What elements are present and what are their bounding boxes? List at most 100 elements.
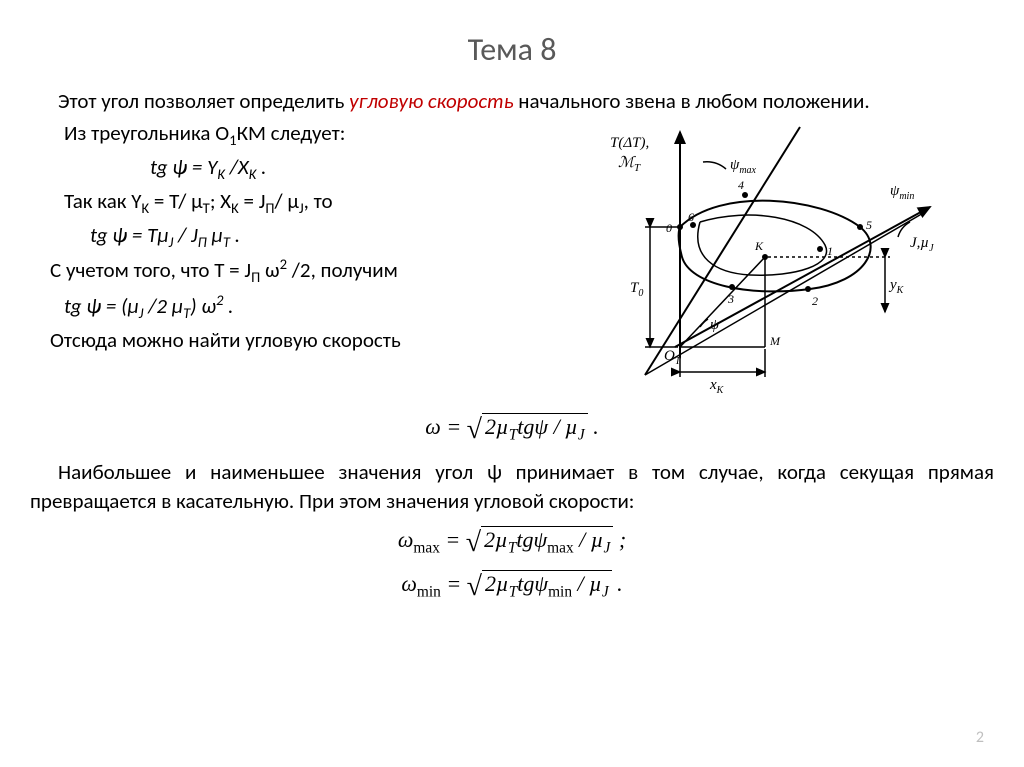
origin-ot: O — [664, 348, 675, 364]
point-1: 1 — [827, 244, 833, 258]
subscript: min — [417, 583, 441, 600]
formula-omega: ω = √2µTtgψ / µJ . — [30, 414, 994, 446]
point-0: 0 — [666, 221, 672, 235]
subscript: T — [509, 427, 518, 444]
text-fragment: / J — [173, 222, 197, 248]
subscript: max — [739, 165, 756, 176]
point-2: 2 — [812, 294, 818, 308]
text-fragment: tg ψ = Tµ — [90, 222, 169, 248]
subscript: T — [634, 162, 641, 174]
text-fragment: Так как Y — [64, 188, 142, 214]
subscript: П — [265, 200, 274, 218]
text-fragment: / µ — [574, 527, 604, 552]
intro-paragraph: Этот угол позволяет определить угловую с… — [30, 87, 994, 115]
text-fragment: / µ — [275, 188, 299, 214]
text-fragment: С учетом того, что T = J — [50, 257, 251, 283]
triangle-statement: Из треугольника О1КМ следует: — [30, 119, 580, 151]
subscript: 0 — [638, 288, 643, 299]
subscript: J — [602, 583, 609, 600]
text-fragment: . — [223, 293, 233, 319]
subscript: П — [198, 234, 207, 252]
equation-tg-psi: tg ψ = YK /XK . — [30, 153, 580, 185]
subscript: min — [548, 583, 572, 600]
yk-label: y — [888, 277, 897, 293]
page-number: 2 — [976, 728, 984, 747]
subscript: K — [896, 285, 905, 296]
subscript: K — [716, 385, 725, 396]
angular-velocity-term: угловую скорость — [349, 88, 513, 114]
text-fragment: начального звена в любом положении. — [514, 88, 870, 114]
text-fragment: tgψ / µ — [517, 414, 578, 439]
text-fragment: tgψ — [517, 571, 548, 596]
text-fragment: , то — [304, 188, 333, 214]
text-fragment: = — [441, 571, 467, 596]
y-axis-label: T(ΔT), — [610, 135, 649, 151]
text-fragment: ; — [613, 527, 626, 552]
svg-text:ψmax: ψmax — [730, 157, 757, 176]
text-fragment: 2µ — [485, 414, 509, 439]
subscript: K — [142, 200, 150, 218]
point-6: 6 — [688, 210, 694, 224]
svg-text:xK: xK — [709, 377, 725, 396]
page-title: Тема 8 — [30, 30, 994, 69]
considering-statement: С учетом того, что T = JП ω2 /2, получим — [30, 255, 580, 288]
mu-j: ,µ — [917, 235, 929, 251]
sqrt-icon: √ — [467, 571, 482, 603]
subscript: J — [603, 539, 610, 556]
subscript: K — [217, 166, 225, 184]
hence-statement: Отсюда можно найти угловую скорость — [30, 326, 580, 354]
equation-tg-psi-3: tg ψ = (µJ /2 µT) ω2 . — [30, 291, 580, 324]
subscript: 1 — [229, 132, 236, 150]
text-fragment: ω — [401, 571, 417, 596]
subscript: T — [223, 234, 230, 252]
text-fragment: Из треугольника О — [64, 120, 229, 146]
since-statement: Так как YK = T/ µT; XK = JП/ µJ, то — [30, 187, 580, 219]
text-fragment: 2µ — [484, 527, 508, 552]
text-fragment: . — [230, 222, 240, 248]
text-fragment: ω — [260, 257, 279, 283]
svg-text:yK: yK — [888, 277, 905, 296]
max-min-paragraph: Наибольшее и наименьшее значения угол ψ … — [30, 458, 994, 515]
point-k: K — [754, 239, 764, 253]
subscript: K — [231, 200, 239, 218]
text-fragment: Этот угол позволяет определить — [58, 88, 349, 114]
text-fragment: / µ — [572, 571, 602, 596]
text-fragment: 2µ — [485, 571, 509, 596]
text-fragment: . — [612, 571, 623, 596]
svg-text:J,µJ: J,µJ — [910, 235, 934, 254]
subscript: min — [899, 191, 914, 202]
sqrt-icon: √ — [467, 414, 482, 446]
text-fragment: = J — [239, 188, 266, 214]
text-fragment: ω — [398, 527, 414, 552]
subscript: T — [675, 356, 682, 367]
subscript: J — [578, 427, 585, 444]
point-m: M — [769, 334, 781, 348]
text-fragment: tg ψ = (µ — [64, 293, 139, 319]
subscript: T — [203, 200, 210, 218]
subscript: T — [509, 583, 518, 600]
text-fragment: = T/ µ — [149, 188, 203, 214]
text-fragment: ω = — [425, 414, 466, 439]
superscript: 2 — [280, 255, 287, 273]
svg-text:ℳT: ℳT — [618, 155, 641, 174]
text-fragment: µ — [207, 222, 223, 248]
wittenbauer-diagram: T(ΔT), ℳT ψmax ψmin 0 1 2 3 4 5 6 K M OT… — [590, 117, 950, 402]
sqrt-icon: √ — [466, 527, 481, 559]
text-fragment: ) ω — [190, 293, 216, 319]
formula-omega-max: ωmax = √2µTtgψmax / µJ ; — [30, 527, 994, 559]
point-5: 5 — [866, 218, 872, 232]
formula-omega-min: ωmin = √2µTtgψmin / µJ . — [30, 571, 994, 603]
text-fragment: . — [588, 414, 599, 439]
equation-tg-psi-2: tg ψ = TµJ / JП µT . — [30, 221, 580, 253]
svg-text:ψmin: ψmin — [890, 183, 914, 202]
svg-text:T0: T0 — [630, 280, 643, 299]
text-fragment: /X — [225, 154, 249, 180]
psi-angle: ψ — [710, 317, 720, 333]
point-3: 3 — [727, 292, 734, 306]
text-fragment: ; X — [210, 188, 231, 214]
subscript: max — [547, 539, 574, 556]
subscript: П — [251, 269, 260, 287]
subscript: max — [413, 539, 440, 556]
text-fragment: /2, получим — [287, 257, 398, 283]
text-fragment: . — [256, 154, 266, 180]
